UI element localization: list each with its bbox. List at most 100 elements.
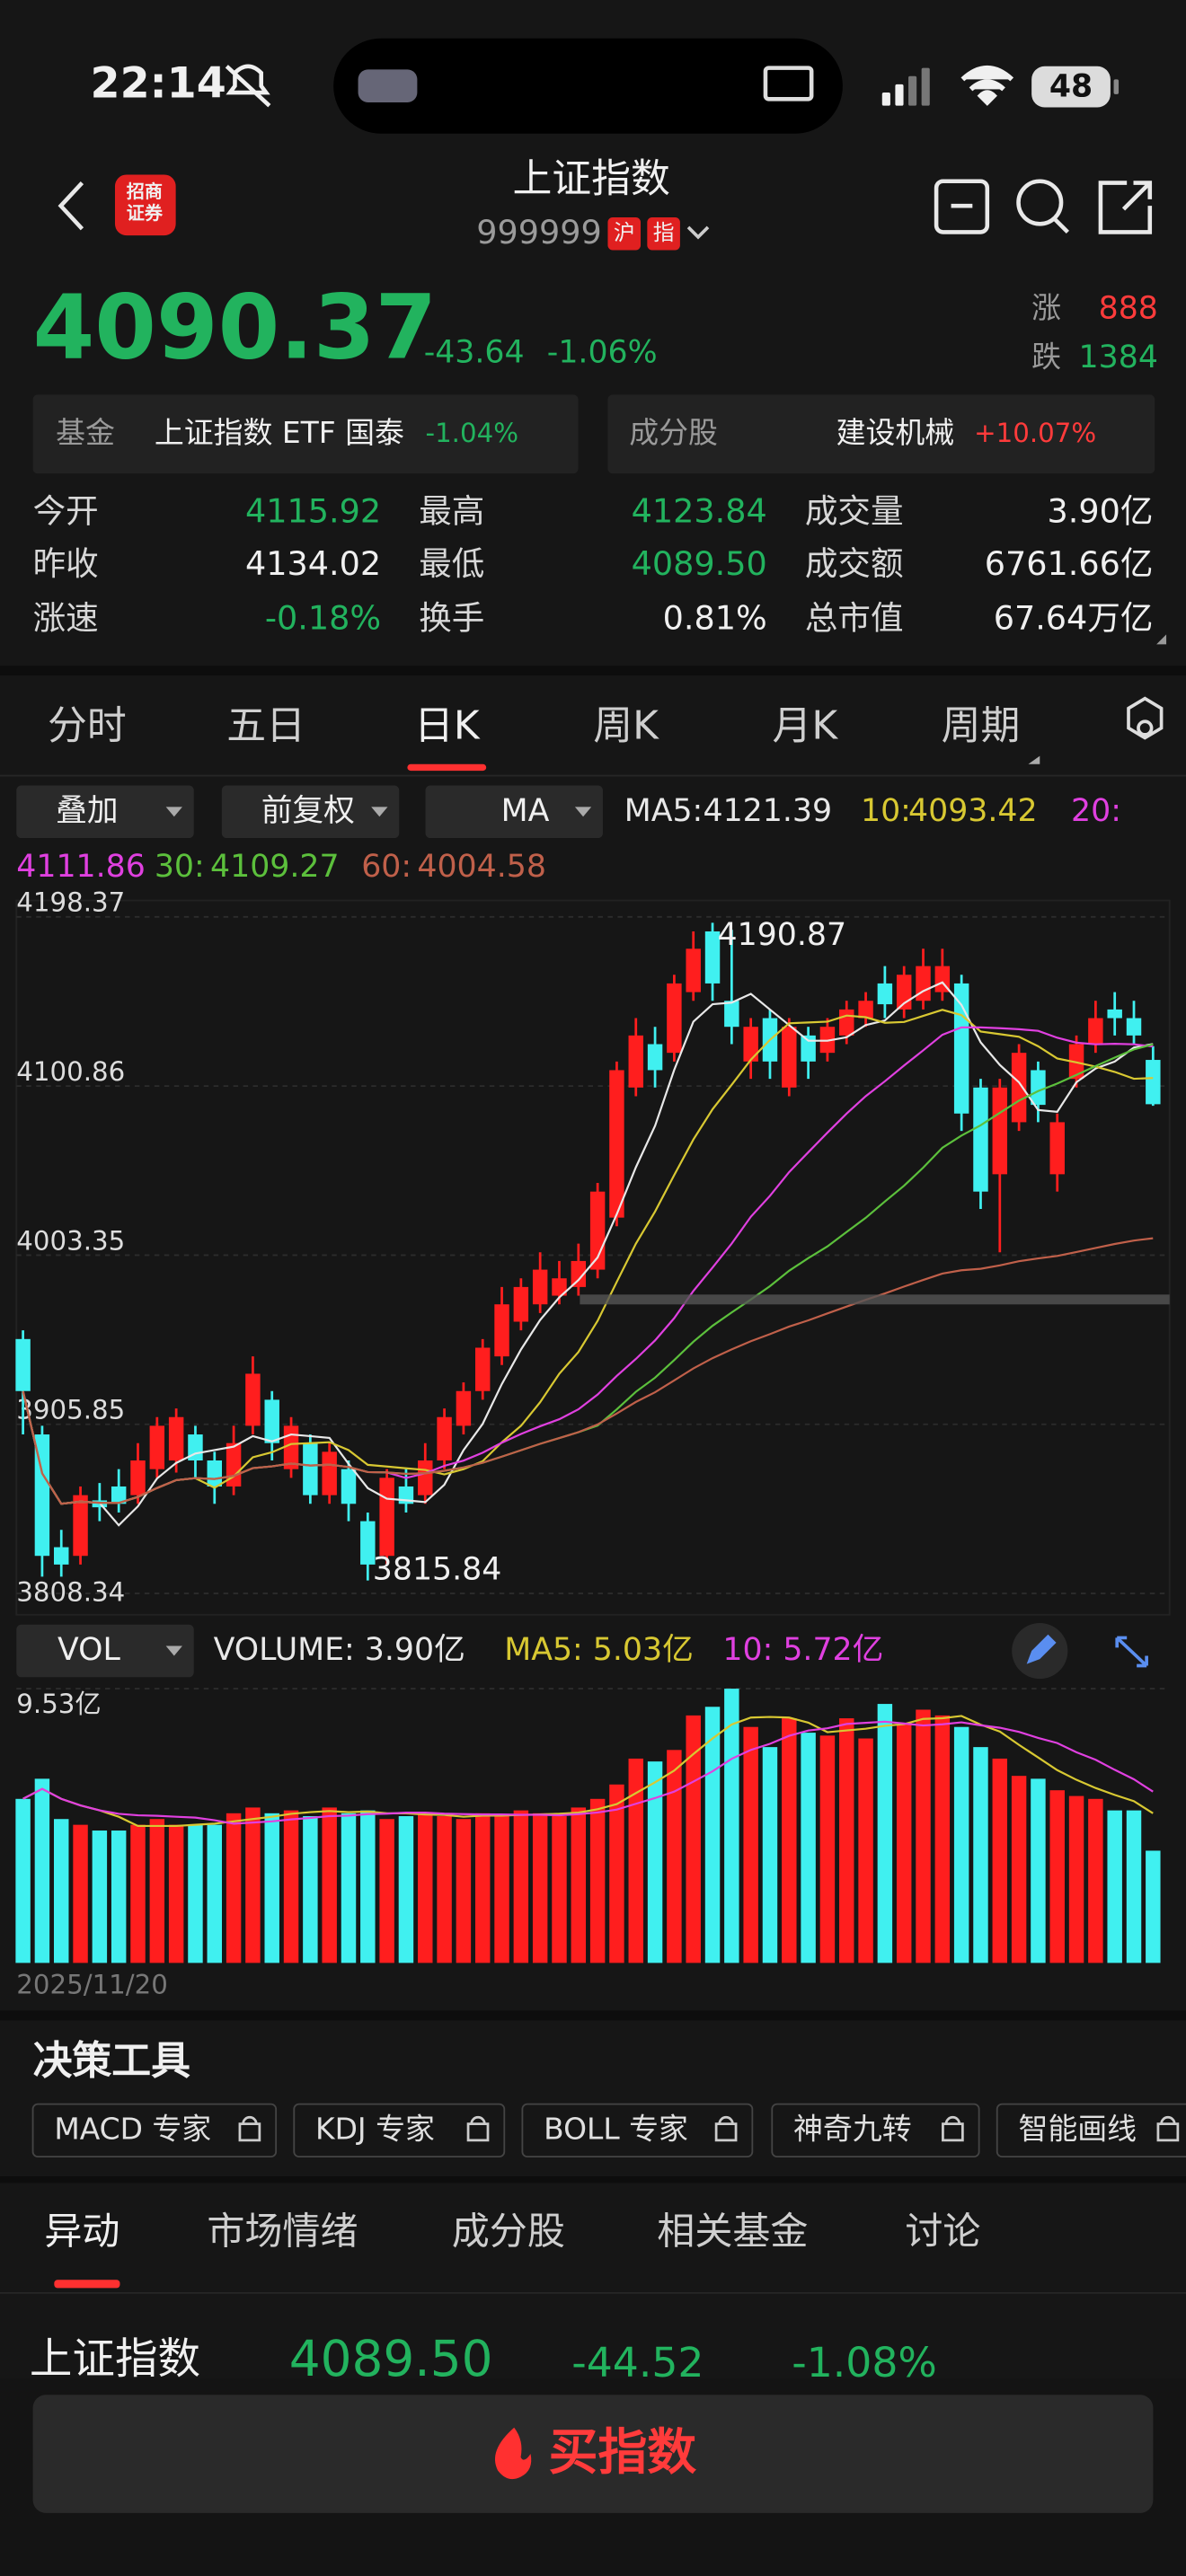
period-tab[interactable]: 周K bbox=[593, 703, 659, 749]
volume-bar bbox=[1126, 1810, 1142, 1963]
stat-value: 3.90亿 bbox=[1048, 492, 1154, 531]
candle-body bbox=[686, 948, 701, 992]
bottom-tab[interactable]: 相关基金 bbox=[657, 2210, 808, 2254]
wifi-icon bbox=[960, 66, 1014, 106]
divider bbox=[0, 2176, 1186, 2183]
battery bbox=[1031, 66, 1111, 108]
candle-body bbox=[1126, 1018, 1142, 1036]
period-tab[interactable]: 五日 bbox=[226, 703, 305, 749]
volume-bar bbox=[34, 1778, 50, 1963]
lock-icon bbox=[714, 2115, 738, 2142]
candle-body bbox=[552, 1278, 567, 1296]
share-button[interactable] bbox=[1098, 181, 1153, 234]
volume-bar bbox=[111, 1831, 127, 1963]
logo-text: 证券 bbox=[127, 202, 164, 224]
lock-icon bbox=[1156, 2115, 1180, 2142]
bottom-tab[interactable]: 成分股 bbox=[452, 2210, 565, 2254]
stat-label: 换手 bbox=[419, 598, 484, 637]
stat-value: 67.64万亿 bbox=[994, 598, 1154, 637]
broker-logo bbox=[114, 174, 176, 236]
vol-selector[interactable] bbox=[16, 1624, 194, 1678]
volume-bar bbox=[456, 1819, 472, 1963]
dropdown[interactable] bbox=[16, 785, 194, 839]
row-price: 4089.50 bbox=[289, 2330, 493, 2387]
period-tab[interactable]: 日K bbox=[414, 703, 481, 749]
volume-bar bbox=[54, 1819, 69, 1963]
volume-bar bbox=[858, 1738, 873, 1963]
stat-label: 最高 bbox=[419, 492, 484, 531]
back-button[interactable] bbox=[58, 181, 84, 231]
candle-body bbox=[168, 1416, 184, 1461]
ma-value: 4093.42 bbox=[908, 793, 1038, 829]
dropdown-text: 叠加 bbox=[56, 793, 118, 829]
component-card[interactable] bbox=[607, 394, 1155, 474]
dropdown[interactable] bbox=[221, 785, 400, 839]
expand-button[interactable] bbox=[1115, 1636, 1148, 1668]
volume-bar bbox=[992, 1758, 1008, 1963]
candle-body bbox=[303, 1442, 318, 1495]
candle-body bbox=[953, 983, 969, 1114]
bottom-tab[interactable]: 异动 bbox=[44, 2210, 119, 2254]
candle-body bbox=[149, 1425, 165, 1469]
tool-chip[interactable] bbox=[996, 2103, 1186, 2158]
volume-bar bbox=[953, 1726, 969, 1963]
candle-body bbox=[418, 1460, 433, 1495]
candle-body bbox=[437, 1416, 452, 1461]
kline-chart: 4198.37 4100.86 4003.35 3905.85 3808.34 4190.… bbox=[15, 887, 1170, 1608]
y-tick-label: 3808.34 bbox=[16, 1577, 125, 1608]
card-label: 成分股 bbox=[629, 415, 718, 450]
candle-body bbox=[724, 1001, 739, 1028]
settings-button[interactable] bbox=[1127, 696, 1164, 740]
battery-tip bbox=[1113, 79, 1120, 94]
down-label: 跌 bbox=[1031, 340, 1061, 375]
bottom-tab[interactable]: 讨论 bbox=[905, 2210, 980, 2254]
candle-body bbox=[667, 983, 682, 1054]
tool-chip[interactable] bbox=[521, 2103, 754, 2158]
volume-bar bbox=[398, 1816, 414, 1963]
period-tab[interactable]: 分时 bbox=[48, 703, 127, 749]
start-date: 2025/11/20 bbox=[16, 1970, 168, 2000]
volume-bar bbox=[437, 1816, 452, 1963]
minimize-button[interactable] bbox=[934, 179, 990, 234]
search-button[interactable] bbox=[1016, 179, 1064, 226]
divider bbox=[0, 2010, 1186, 2021]
volume-bar bbox=[782, 1718, 797, 1963]
lock-icon bbox=[942, 2115, 964, 2142]
volume-bar bbox=[934, 1715, 951, 1963]
buy-button[interactable] bbox=[32, 2395, 1154, 2513]
settings-center bbox=[1137, 719, 1154, 737]
volume-bar bbox=[628, 1758, 643, 1963]
candle-body bbox=[456, 1390, 472, 1426]
dropdown[interactable] bbox=[425, 785, 603, 839]
period-tab[interactable]: 周期 bbox=[942, 703, 1021, 749]
low-annotation: 3815.84 bbox=[373, 1552, 502, 1588]
candle-body bbox=[54, 1547, 69, 1565]
volume-bar bbox=[73, 1824, 88, 1963]
stat-value: 4134.02 bbox=[245, 544, 381, 583]
volume-bar bbox=[896, 1724, 912, 1963]
screen-icon bbox=[763, 66, 814, 101]
period-tab[interactable]: 月K bbox=[773, 703, 839, 749]
ma-label: 30: bbox=[155, 849, 205, 885]
dropdown-text: MA bbox=[501, 793, 550, 829]
dropdown-arrow bbox=[165, 1645, 182, 1656]
candle-body bbox=[245, 1373, 261, 1426]
component-name: 建设机械 bbox=[836, 415, 955, 450]
volume-bar bbox=[589, 1798, 606, 1963]
volume-bar bbox=[1146, 1850, 1161, 1963]
tool-name: 智能画线 bbox=[1019, 2111, 1137, 2146]
lock-icon bbox=[238, 2115, 261, 2142]
tool-chip[interactable] bbox=[771, 2103, 980, 2158]
stat-value: 4089.50 bbox=[632, 544, 767, 583]
bottom-tab[interactable]: 市场情绪 bbox=[207, 2210, 358, 2254]
tool-chip[interactable] bbox=[31, 2103, 278, 2158]
volume-bar bbox=[283, 1810, 299, 1963]
fund-card[interactable] bbox=[32, 394, 579, 474]
candle-body bbox=[609, 1070, 624, 1218]
y-tick-label: 4198.37 bbox=[16, 887, 125, 918]
code-dropdown[interactable] bbox=[686, 225, 710, 240]
stat-value: 0.81% bbox=[663, 598, 767, 637]
tool-chip[interactable] bbox=[293, 2103, 506, 2158]
